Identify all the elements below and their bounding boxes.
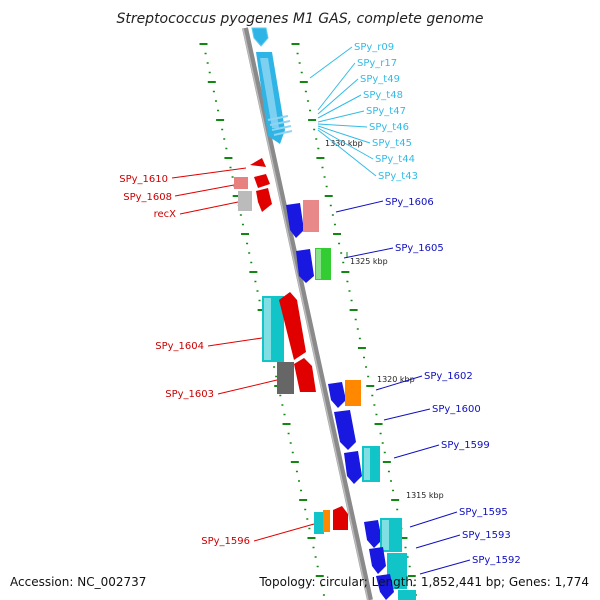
gene-block-spy1593[interactable] [369, 547, 386, 574]
gene-block-spy1603[interactable] [277, 362, 294, 394]
rna-label[interactable]: SPy_t46 [369, 122, 409, 133]
genome-backbone [242, 27, 373, 600]
kbp-scale: 1330 kbp 1325 kbp 1320 kbp 1315 kbp [325, 139, 444, 500]
gene-block-spy1599[interactable] [344, 451, 362, 484]
rna-label[interactable]: SPy_t49 [360, 74, 400, 85]
gene-block-spy1600[interactable] [334, 410, 356, 450]
gene-block-spy1602[interactable] [328, 382, 346, 408]
gene-block-spy1606[interactable] [286, 203, 304, 238]
kbp-marker: 1315 kbp [406, 491, 444, 500]
rna-labels [309, 46, 377, 177]
gene-label-spy1593[interactable]: SPy_1593 [462, 530, 511, 541]
gene-label-spy1602[interactable]: SPy_1602 [424, 371, 473, 382]
gene-block-spy1592[interactable] [376, 574, 394, 600]
rna-label[interactable]: SPy_t44 [375, 154, 415, 165]
gene-label-spy1592[interactable]: SPy_1592 [472, 555, 521, 566]
map-title: Streptococcus pyogenes M1 GAS, complete … [116, 11, 483, 27]
gene-label-spy1600[interactable]: SPy_1600 [432, 404, 481, 415]
gene-label-spy1606[interactable]: SPy_1606 [385, 197, 434, 208]
gene-block-rna[interactable] [251, 27, 269, 47]
gene-label-spy1603[interactable]: SPy_1603 [165, 389, 214, 400]
gene-label-spy1596[interactable]: SPy_1596 [201, 536, 250, 547]
gene-block-spy1595[interactable] [364, 520, 382, 548]
accession-text: Accession: NC_002737 [10, 575, 146, 589]
rna-label[interactable]: SPy_t48 [363, 90, 403, 101]
gene-block-spy1596[interactable] [314, 512, 324, 534]
genome-summary: Topology: circular; Length: 1,852,441 bp… [258, 575, 589, 589]
gene-label-spy1608[interactable]: SPy_1608 [123, 192, 172, 203]
left-label-lines [171, 167, 315, 542]
right-label-lines [335, 200, 471, 575]
rna-label[interactable]: SPy_t45 [372, 138, 412, 149]
kbp-marker: 1320 kbp [377, 375, 415, 384]
gene-label-spy1595[interactable]: SPy_1595 [459, 507, 508, 518]
gene-label-spy1599[interactable]: SPy_1599 [441, 440, 490, 451]
rna-label[interactable]: SPy_r17 [357, 58, 397, 69]
rna-label[interactable]: SPy_t43 [378, 171, 418, 182]
rna-label[interactable]: SPy_t47 [366, 106, 406, 117]
gene-label-recx[interactable]: recX [154, 209, 177, 220]
rna-label[interactable]: SPy_r09 [354, 42, 394, 53]
gene-label-spy1604[interactable]: SPy_1604 [155, 341, 204, 352]
gene-block-spy1605[interactable] [296, 249, 314, 283]
gene-block-spy1608[interactable] [234, 177, 248, 189]
gene-block-recx[interactable] [238, 191, 252, 211]
gene-features [234, 27, 416, 600]
kbp-marker: 1330 kbp [325, 139, 363, 148]
gene-block-spy1610[interactable] [250, 158, 266, 167]
gene-label-spy1605[interactable]: SPy_1605 [395, 243, 444, 254]
kbp-marker: 1325 kbp [350, 257, 388, 266]
gene-label-spy1610[interactable]: SPy_1610 [119, 174, 168, 185]
